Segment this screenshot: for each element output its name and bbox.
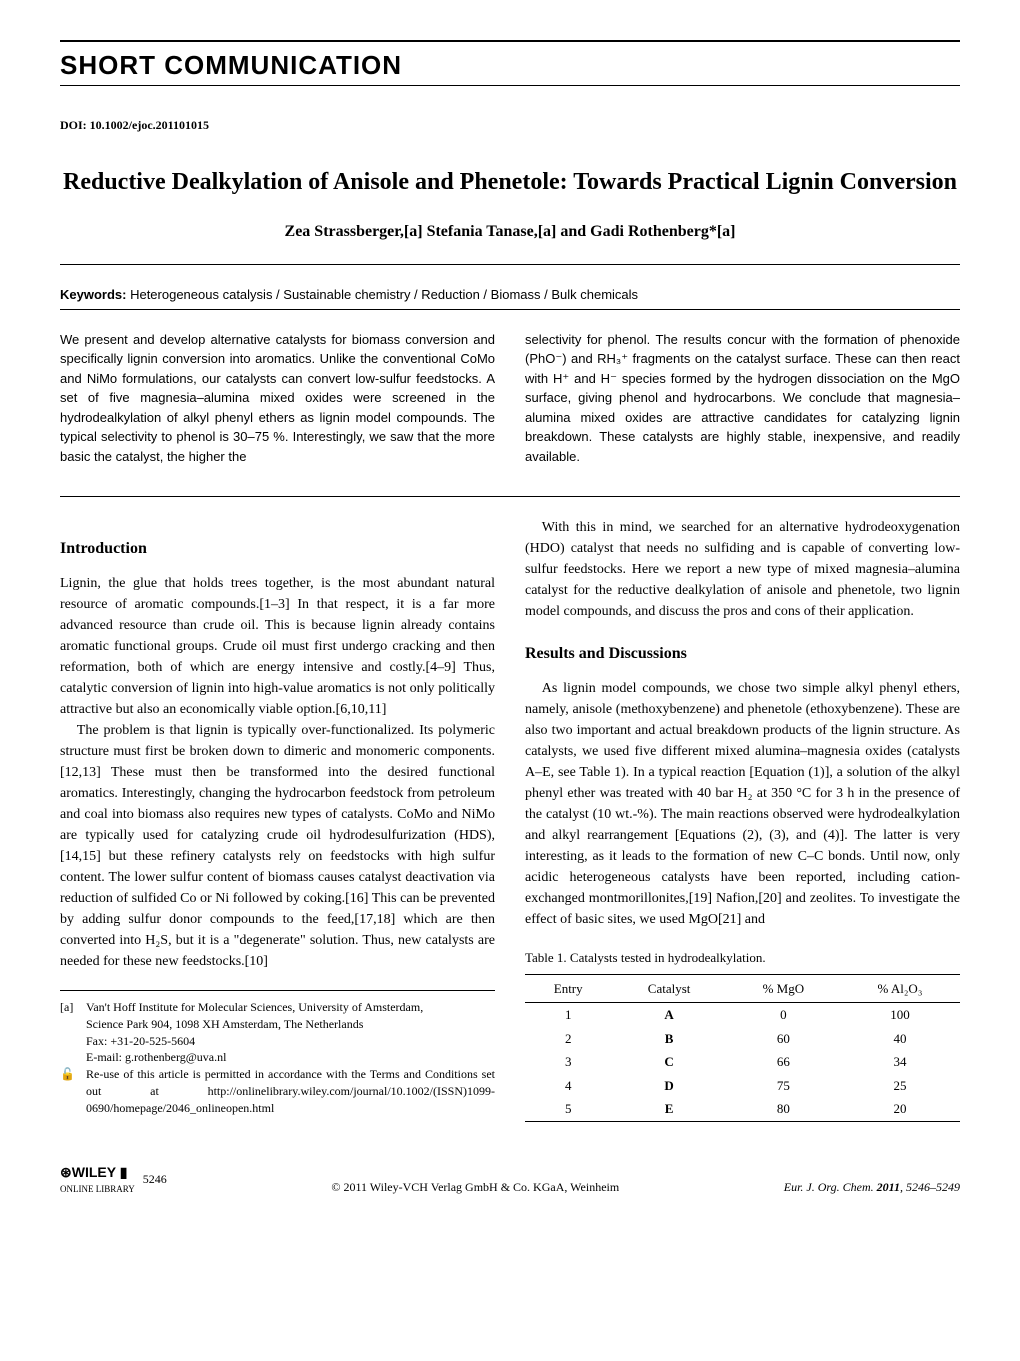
- section-label: SHORT COMMUNICATION: [60, 46, 960, 85]
- abstract: We present and develop alternative catal…: [60, 330, 960, 467]
- doi: DOI: 10.1002/ejoc.201101015: [60, 116, 960, 134]
- table-cell: 100: [840, 1003, 960, 1027]
- table-cell: 60: [727, 1027, 840, 1051]
- footnote-affiliation: [a] Van't Hoff Institute for Molecular S…: [60, 999, 495, 1117]
- journal-ref: Eur. J. Org. Chem. 2011, 5246–5249: [784, 1178, 960, 1196]
- keywords-text: Heterogeneous catalysis / Sustainable ch…: [126, 287, 638, 302]
- table-cell: 80: [727, 1097, 840, 1121]
- affil-line-4: E-mail: g.rothenberg@uva.nl: [86, 1049, 495, 1066]
- right-column: With this in mind, we searched for an al…: [525, 517, 960, 1122]
- right-para-1: With this in mind, we searched for an al…: [525, 517, 960, 622]
- table-cell: C: [611, 1050, 726, 1074]
- table-cell: 0: [727, 1003, 840, 1027]
- table-cell: 1: [525, 1003, 611, 1027]
- intro-para-1: Lignin, the glue that holds trees togeth…: [60, 573, 495, 720]
- results-para-1: As lignin model compounds, we chose two …: [525, 678, 960, 930]
- table1-col-0: Entry: [525, 974, 611, 1003]
- table-cell: 2: [525, 1027, 611, 1051]
- table-cell: 25: [840, 1074, 960, 1098]
- table-cell: 75: [727, 1074, 840, 1098]
- wiley-sublabel: ONLINE LIBRARY: [60, 1183, 135, 1197]
- table-row: 3C6634: [525, 1050, 960, 1074]
- footnote-tag-a: [a]: [60, 999, 86, 1066]
- table-cell: D: [611, 1074, 726, 1098]
- table-cell: A: [611, 1003, 726, 1027]
- table-cell: 20: [840, 1097, 960, 1121]
- abstract-right: selectivity for phenol. The results conc…: [525, 330, 960, 467]
- wiley-logo: ⊛WILEY ▮: [60, 1162, 135, 1183]
- table-cell: 4: [525, 1074, 611, 1098]
- table-row: 2B6040: [525, 1027, 960, 1051]
- table-cell: 34: [840, 1050, 960, 1074]
- table-cell: 40: [840, 1027, 960, 1051]
- page-number: 5246: [143, 1170, 167, 1188]
- table-cell: 5: [525, 1097, 611, 1121]
- paper-title: Reductive Dealkylation of Anisole and Ph…: [60, 164, 960, 200]
- page-footer: ⊛WILEY ▮ ONLINE LIBRARY 5246 © 2011 Wile…: [60, 1162, 960, 1197]
- affil-line-2: Science Park 904, 1098 XH Amsterdam, The…: [86, 1016, 495, 1033]
- table-row: 1A0100: [525, 1003, 960, 1027]
- intro-heading: Introduction: [60, 537, 495, 561]
- affil-line-3: Fax: +31-20-525-5604: [86, 1033, 495, 1050]
- table-cell: E: [611, 1097, 726, 1121]
- table1: Entry Catalyst % MgO % Al₂O₃ 1A01002B604…: [525, 974, 960, 1122]
- results-heading: Results and Discussions: [525, 642, 960, 666]
- table-cell: 66: [727, 1050, 840, 1074]
- keywords-label: Keywords:: [60, 287, 126, 302]
- copyright: © 2011 Wiley-VCH Verlag GmbH & Co. KGaA,…: [167, 1178, 784, 1196]
- affil-line-1: Van't Hoff Institute for Molecular Scien…: [86, 999, 495, 1016]
- keywords: Keywords: Heterogeneous catalysis / Sust…: [60, 285, 960, 305]
- left-column: Introduction Lignin, the glue that holds…: [60, 517, 495, 1122]
- reuse-icon: 🔓: [60, 1066, 86, 1116]
- table1-col-1: Catalyst: [611, 974, 726, 1003]
- table-row: 4D7525: [525, 1074, 960, 1098]
- abstract-left: We present and develop alternative catal…: [60, 330, 495, 467]
- authors: Zea Strassberger,[a] Stefania Tanase,[a]…: [60, 220, 960, 244]
- reuse-text: Re-use of this article is permitted in a…: [86, 1066, 495, 1116]
- intro-para-2: The problem is that lignin is typically …: [60, 720, 495, 972]
- table1-caption: Table 1. Catalysts tested in hydrodealky…: [525, 948, 960, 968]
- table1-col-2: % MgO: [727, 974, 840, 1003]
- table-cell: 3: [525, 1050, 611, 1074]
- table-cell: B: [611, 1027, 726, 1051]
- table-row: 5E8020: [525, 1097, 960, 1121]
- table1-col-3: % Al₂O₃: [840, 974, 960, 1003]
